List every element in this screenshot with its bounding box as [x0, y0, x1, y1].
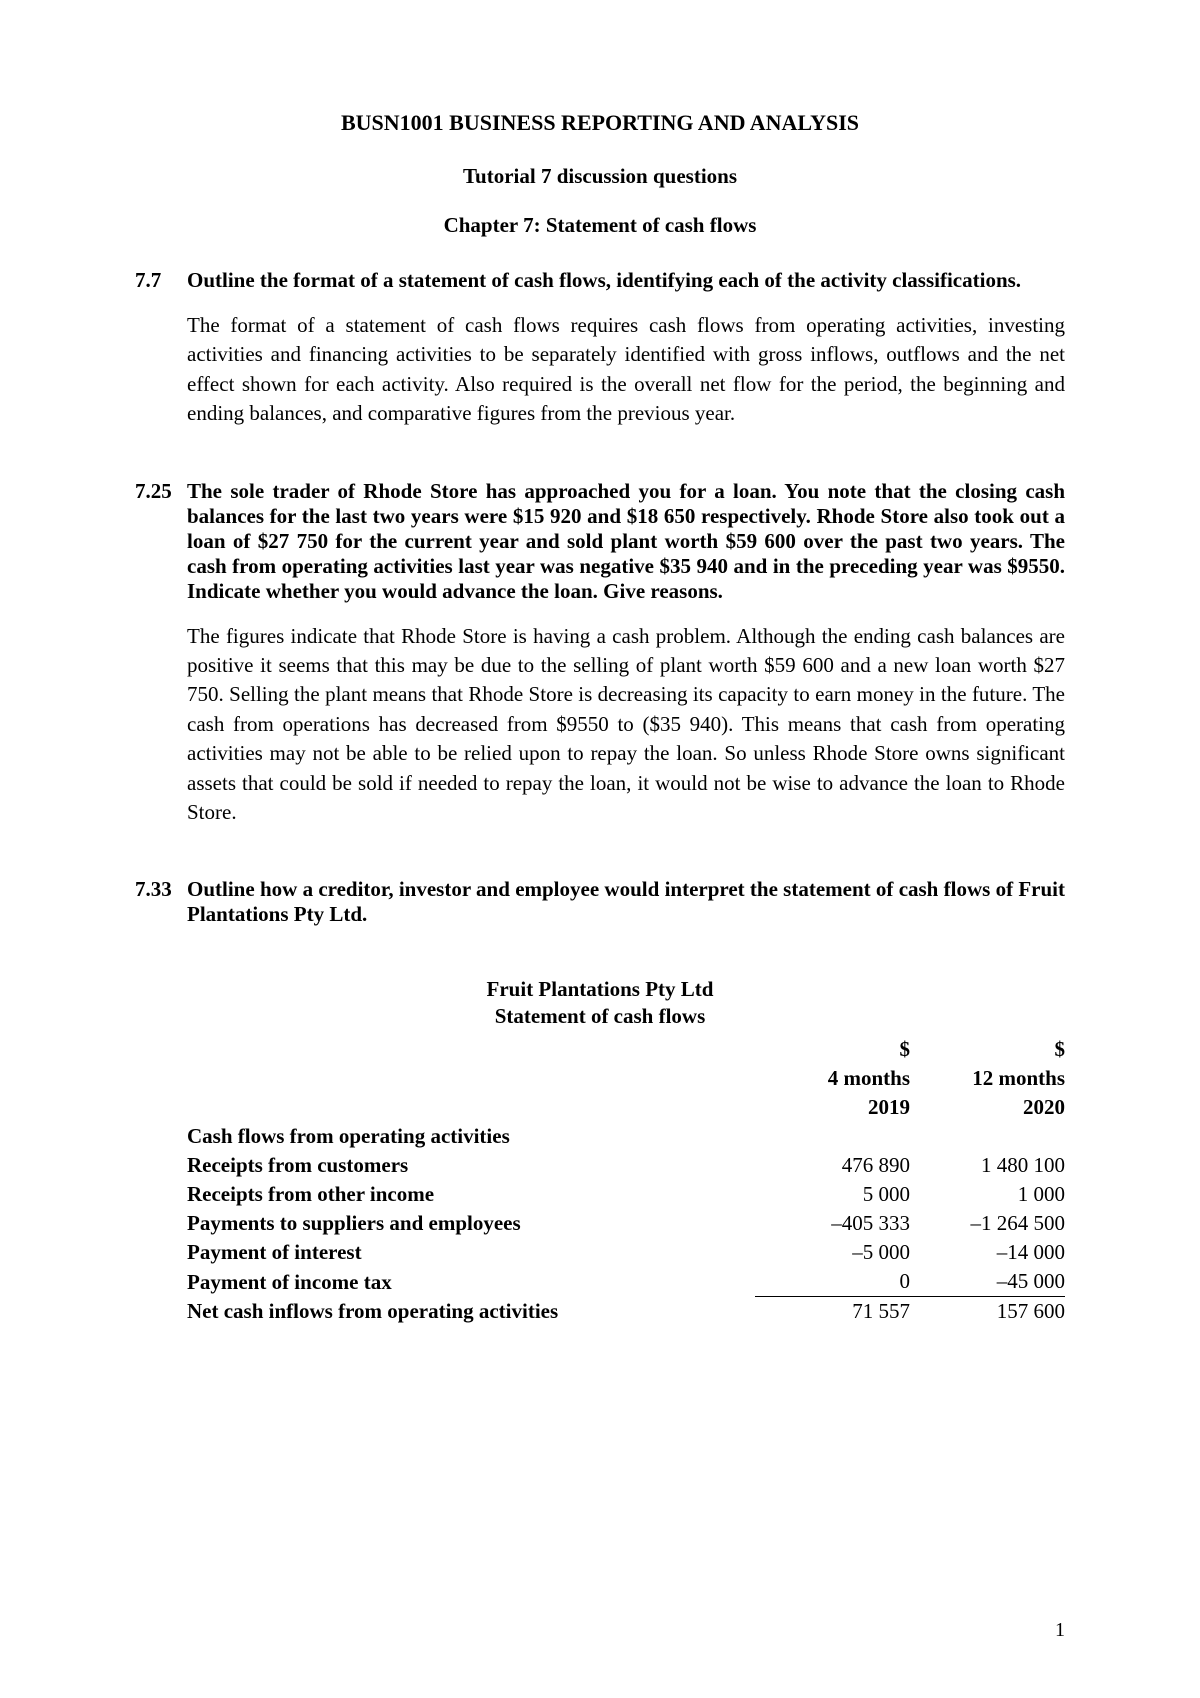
row-label: Payment of interest [187, 1238, 755, 1267]
period-label: 12 months [910, 1064, 1065, 1093]
currency-symbol: $ [755, 1035, 910, 1064]
row-value: 1 000 [910, 1180, 1065, 1209]
table-row: Receipts from customers 476 890 1 480 10… [187, 1151, 1065, 1180]
answer-text: The format of a statement of cash flows … [187, 311, 1065, 429]
row-label: Payments to suppliers and employees [187, 1209, 755, 1238]
table-header-year: 2019 2020 [187, 1093, 1065, 1122]
row-value: –1 264 500 [910, 1209, 1065, 1238]
company-name: Fruit Plantations Pty Ltd [135, 977, 1065, 1002]
question-7-7: 7.7 Outline the format of a statement of… [135, 268, 1065, 429]
question-number: 7.25 [135, 479, 187, 504]
table-header-currency: $ $ [187, 1035, 1065, 1064]
question-text: The sole trader of Rhode Store has appro… [187, 479, 1065, 604]
row-value: 5 000 [755, 1180, 910, 1209]
question-text: Outline how a creditor, investor and emp… [187, 877, 1065, 927]
question-7-33: 7.33 Outline how a creditor, investor an… [135, 877, 1065, 927]
section-title: Cash flows from operating activities [187, 1122, 755, 1151]
table-row: Payment of income tax 0 –45 000 [187, 1267, 1065, 1297]
table-header-period: 4 months 12 months [187, 1064, 1065, 1093]
row-value: –405 333 [755, 1209, 910, 1238]
question-7-25: 7.25 The sole trader of Rhode Store has … [135, 479, 1065, 828]
currency-symbol: $ [910, 1035, 1065, 1064]
row-value: 0 [755, 1267, 910, 1297]
net-value: 157 600 [910, 1297, 1065, 1327]
table-row: Payment of interest –5 000 –14 000 [187, 1238, 1065, 1267]
row-value: –14 000 [910, 1238, 1065, 1267]
cashflow-table: $ $ 4 months 12 months 2019 2020 Cash fl… [187, 1035, 1065, 1326]
section-title-row: Cash flows from operating activities [187, 1122, 1065, 1151]
period-year: 2019 [755, 1093, 910, 1122]
row-label: Payment of income tax [187, 1267, 755, 1297]
row-label: Receipts from other income [187, 1180, 755, 1209]
row-value: 1 480 100 [910, 1151, 1065, 1180]
tutorial-subtitle: Tutorial 7 discussion questions [135, 164, 1065, 189]
net-value: 71 557 [755, 1297, 910, 1327]
statement-name: Statement of cash flows [135, 1004, 1065, 1029]
period-label: 4 months [755, 1064, 910, 1093]
table-row: Receipts from other income 5 000 1 000 [187, 1180, 1065, 1209]
net-row: Net cash inflows from operating activiti… [187, 1297, 1065, 1327]
question-number: 7.7 [135, 268, 187, 293]
row-value: 476 890 [755, 1151, 910, 1180]
chapter-title: Chapter 7: Statement of cash flows [135, 213, 1065, 238]
net-label: Net cash inflows from operating activiti… [187, 1297, 755, 1327]
answer-text: The figures indicate that Rhode Store is… [187, 622, 1065, 828]
period-year: 2020 [910, 1093, 1065, 1122]
course-title: BUSN1001 BUSINESS REPORTING AND ANALYSIS [135, 110, 1065, 136]
question-text: Outline the format of a statement of cas… [187, 268, 1065, 293]
row-label: Receipts from customers [187, 1151, 755, 1180]
table-row: Payments to suppliers and employees –405… [187, 1209, 1065, 1238]
row-value: –5 000 [755, 1238, 910, 1267]
row-value: –45 000 [910, 1267, 1065, 1297]
page-number: 1 [1055, 1619, 1065, 1642]
question-number: 7.33 [135, 877, 187, 902]
